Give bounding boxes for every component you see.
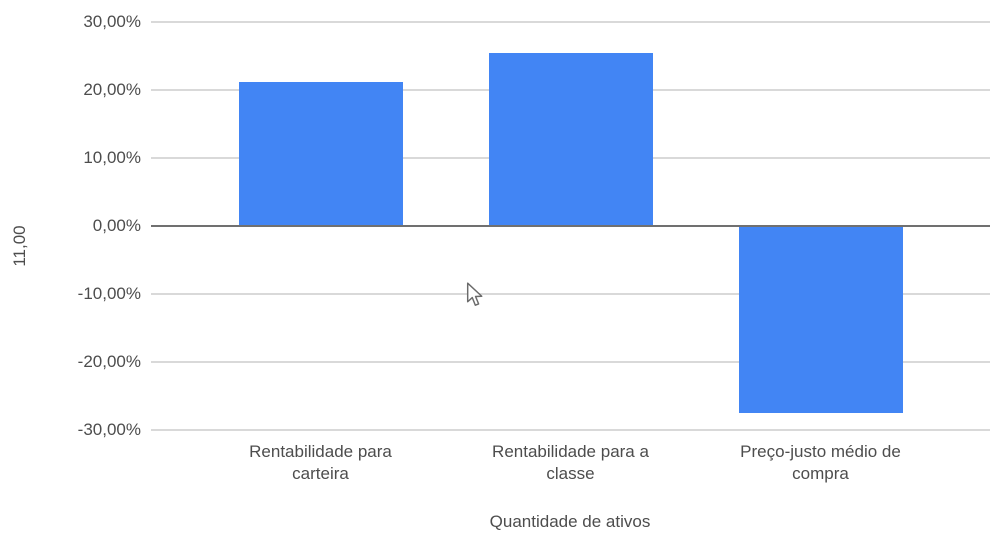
gridline [151, 429, 990, 431]
bar-1[interactable] [488, 53, 653, 226]
x-category-label-line: carteira [292, 464, 349, 483]
x-category-label-line: Rentabilidade para a [492, 442, 649, 461]
mouse-cursor-icon [466, 282, 483, 306]
x-category-label-line: compra [792, 464, 849, 483]
y-axis-title: 11,00 [10, 225, 29, 267]
x-category-label-line: classe [546, 464, 595, 483]
x-category-label-line: Rentabilidade para [249, 442, 392, 461]
bar-2[interactable] [738, 226, 903, 413]
gridline [151, 21, 990, 23]
y-tick-label: -10,00% [77, 284, 141, 303]
x-category-label: Rentabilidade para a classe [441, 441, 701, 485]
y-tick-label: -20,00% [77, 352, 141, 371]
zero-baseline [151, 225, 990, 227]
gridline [151, 293, 990, 295]
y-tick-label: 20,00% [83, 80, 141, 99]
gridline [151, 361, 990, 363]
x-category-label: Preço-justo médio de compra [691, 441, 951, 485]
y-tick-label: 30,00% [83, 12, 141, 31]
x-category-label: Rentabilidade para carteira [191, 441, 451, 485]
y-tick-label: 10,00% [83, 148, 141, 167]
x-category-label-line: Preço-justo médio de [740, 442, 901, 461]
x-axis-title: Quantidade de ativos [489, 512, 651, 531]
y-tick-label: 0,00% [92, 216, 141, 235]
bar-0[interactable] [238, 81, 403, 226]
y-tick-label: -30,00% [77, 420, 141, 439]
